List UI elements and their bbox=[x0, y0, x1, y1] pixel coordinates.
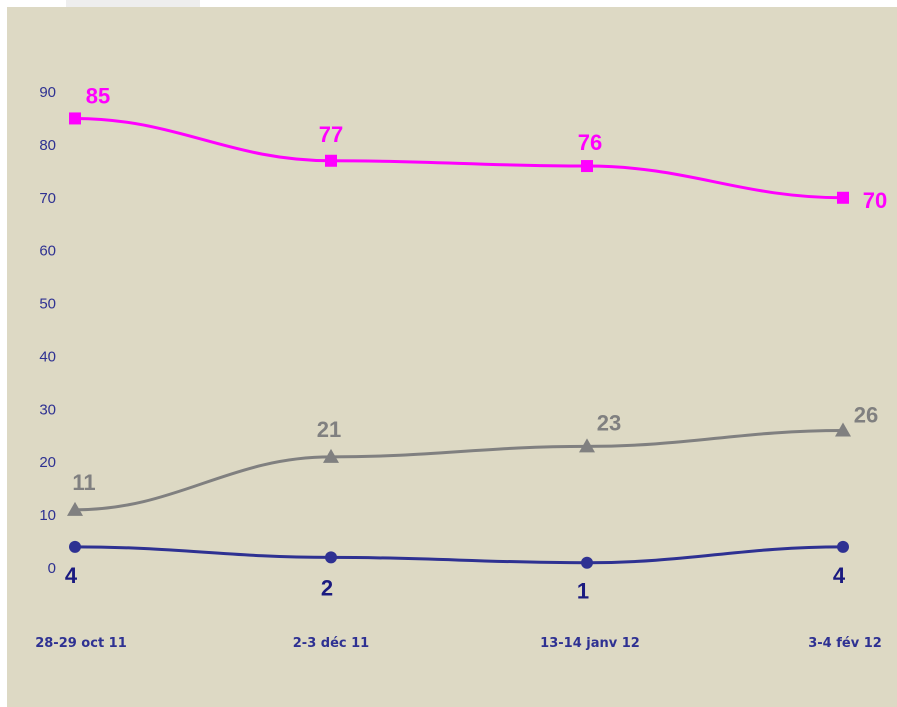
series-line bbox=[74, 116, 844, 200]
data-point-marker bbox=[323, 448, 339, 463]
data-point-marker bbox=[579, 438, 595, 453]
data-point-marker bbox=[69, 112, 81, 125]
data-label: 1 bbox=[577, 579, 589, 604]
data-label: 85 bbox=[86, 83, 110, 108]
y-tick-label: 10 bbox=[39, 507, 56, 524]
data-point-marker bbox=[837, 540, 849, 553]
y-axis-ticks: 0 10 20 30 40 50 60 70 80 90 bbox=[39, 84, 56, 577]
data-point-marker bbox=[581, 160, 593, 173]
data-label: 4 bbox=[65, 563, 78, 588]
y-tick-label: 90 bbox=[39, 84, 56, 101]
series-0: 85 77 76 70 bbox=[69, 83, 887, 213]
data-point-marker bbox=[835, 422, 851, 437]
data-label: 23 bbox=[597, 410, 621, 435]
y-tick-label: 30 bbox=[39, 401, 56, 418]
series-1: 11 21 23 26 bbox=[67, 402, 878, 516]
data-label: 70 bbox=[863, 188, 887, 213]
data-label: 2 bbox=[321, 575, 333, 600]
data-point-marker bbox=[69, 540, 81, 553]
x-tick-label: 2-3 déc 11 bbox=[293, 636, 369, 651]
x-tick-label: 3-4 fév 12 bbox=[808, 636, 882, 651]
data-label: 77 bbox=[319, 122, 343, 147]
x-tick-label: 13-14 janv 12 bbox=[540, 636, 640, 651]
data-label: 21 bbox=[317, 417, 341, 442]
y-tick-label: 70 bbox=[39, 190, 56, 207]
data-label: 76 bbox=[578, 130, 602, 155]
data-point-marker bbox=[581, 556, 593, 569]
data-label: 26 bbox=[854, 402, 878, 427]
x-tick-label: 28-29 oct 11 bbox=[35, 636, 127, 651]
y-tick-label: 40 bbox=[39, 348, 56, 365]
y-tick-label: 20 bbox=[39, 454, 56, 471]
top-tab-strip bbox=[66, 0, 200, 8]
chart-panel bbox=[7, 7, 897, 707]
data-label: 4 bbox=[833, 563, 846, 588]
y-tick-label: 0 bbox=[48, 560, 56, 577]
y-tick-label: 80 bbox=[39, 137, 56, 154]
data-label: 11 bbox=[72, 470, 95, 495]
series-line bbox=[74, 428, 844, 512]
x-axis-ticks: 28-29 oct 11 2-3 déc 11 13-14 janv 12 3-4 f… bbox=[35, 636, 882, 651]
data-point-marker bbox=[325, 154, 337, 167]
data-point-marker bbox=[325, 551, 337, 564]
y-tick-label: 60 bbox=[39, 243, 56, 260]
data-point-marker bbox=[837, 191, 849, 204]
series-line bbox=[74, 545, 844, 565]
series-2: 4 2 1 4 bbox=[65, 540, 849, 604]
data-point-marker bbox=[67, 501, 83, 516]
y-tick-label: 50 bbox=[39, 296, 56, 313]
